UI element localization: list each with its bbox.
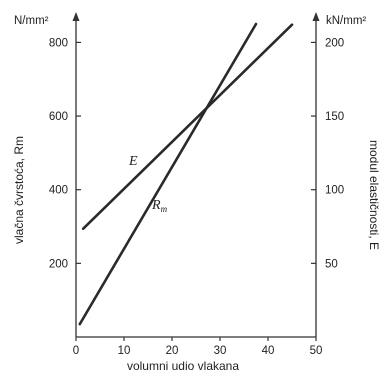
left-axis-title: vlačna čvrstoća, Rm: [12, 136, 26, 244]
right-tick-label: 200: [325, 37, 344, 49]
series-group: [78, 22, 294, 326]
right-axis-arrow-icon: [312, 12, 320, 21]
right-axis-title: modul elastičnosti, E: [367, 140, 381, 250]
left-axis-unit: N/mm²: [14, 15, 49, 27]
x-tick-label: 10: [118, 345, 131, 357]
right-axis-unit: kN/mm²: [326, 15, 366, 27]
x-tick-label: 0: [73, 345, 79, 357]
tick-group: 0 10 20 30 40 50 200 400 600 800 50 100 150 200: [49, 37, 344, 357]
series-label-e: E: [128, 154, 138, 169]
right-tick-label: 50: [325, 258, 338, 270]
left-tick-label: 400: [49, 185, 68, 197]
x-axis-title: volumni udio vlakana: [127, 359, 239, 373]
left-axis-arrow-icon: [72, 12, 80, 21]
x-tick-label: 20: [166, 345, 179, 357]
right-tick-label: 150: [325, 111, 344, 123]
series-line-e: [81, 23, 294, 230]
left-tick-label: 200: [49, 258, 68, 270]
x-tick-label: 40: [262, 345, 275, 357]
left-tick-label: 600: [49, 111, 68, 123]
series-line-rm: [78, 22, 258, 326]
x-tick-label: 50: [310, 345, 323, 357]
x-tick-label: 30: [214, 345, 227, 357]
left-tick-label: 800: [49, 37, 68, 49]
right-tick-label: 100: [325, 185, 344, 197]
series-label-rm: Rm: [151, 198, 168, 214]
